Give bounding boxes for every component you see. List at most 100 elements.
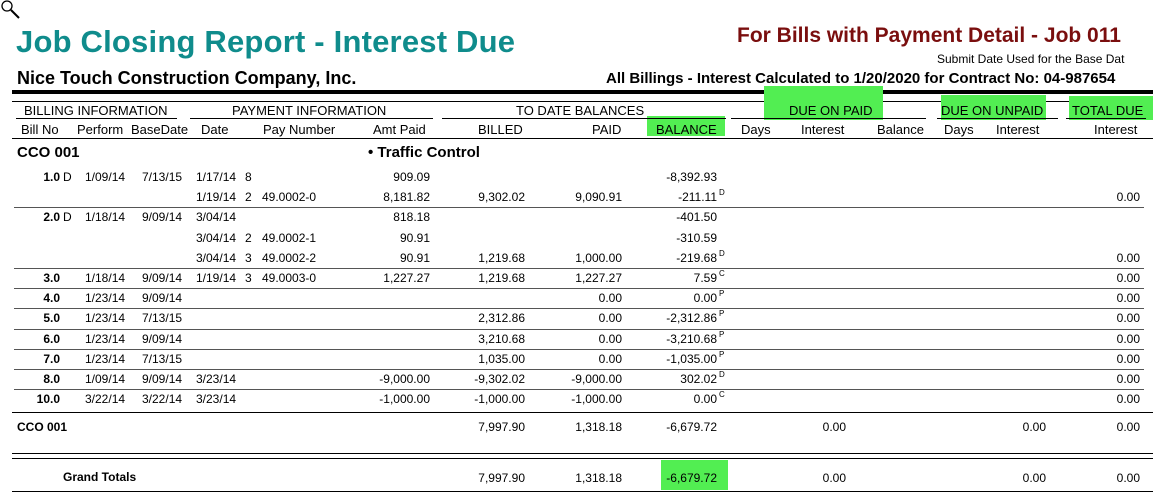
row-pay_no: 49.0002-1: [262, 231, 317, 245]
row-balance: -401.50: [676, 210, 717, 224]
col-amt-paid: Amt Paid: [373, 122, 426, 137]
group-total-due-underline: [1066, 118, 1146, 119]
row-bal_flag: P: [719, 350, 725, 359]
row-balance: 302.02: [680, 372, 717, 386]
row-base: 9/09/14: [142, 372, 183, 386]
row-bill: 6.0: [43, 332, 60, 346]
row-paid: 9,090.91: [575, 190, 622, 204]
row-pay_no: 49.0002-0: [262, 190, 317, 204]
group-due-paid-underline: [731, 118, 926, 119]
row-separator: [14, 349, 1144, 350]
col-interest-unpaid: Interest: [996, 122, 1040, 137]
row-perform: 1/23/14: [85, 311, 126, 325]
row-perform: 1/23/14: [85, 352, 126, 366]
row-bal_flag: D: [719, 188, 725, 197]
row-balance: -310.59: [676, 231, 717, 245]
row-paid: -1,000.00: [571, 392, 622, 406]
row-flag: D: [63, 210, 72, 224]
group-payment-underline: [190, 118, 433, 119]
subtotal-total: 0.00: [1116, 420, 1140, 434]
row-total: 0.00: [1116, 311, 1140, 325]
row-total: 0.00: [1116, 271, 1140, 285]
row-bill: 8.0: [43, 372, 60, 386]
row-total: 0.00: [1116, 372, 1140, 386]
row-bill: 7.0: [43, 352, 60, 366]
col-billed: BILLED: [478, 122, 523, 137]
row-bal_flag: P: [719, 309, 725, 318]
subtotal-billed: 7,997.90: [478, 420, 525, 434]
group-to-date-underline: [442, 118, 726, 119]
grand-interest-paid: 0.00: [822, 471, 846, 485]
section-name: • Traffic Control: [368, 144, 480, 161]
row-amt: 8,181.82: [383, 190, 430, 204]
submit-date-note: Submit Date Used for the Base Dat: [937, 52, 1125, 66]
row-balance: -211.11: [678, 190, 717, 204]
row-balance: 0.00: [693, 291, 717, 305]
row-total: 0.00: [1116, 352, 1140, 366]
header-rule: [12, 90, 1153, 94]
grand-paid: 1,318.18: [575, 471, 622, 485]
row-date: 3/23/14: [196, 372, 237, 386]
subtotal-label: CCO 001: [17, 420, 68, 434]
row-base: 9/09/14: [142, 291, 183, 305]
grand-total: 0.00: [1116, 471, 1140, 485]
group-payment-info: PAYMENT INFORMATION: [232, 103, 387, 118]
group-due-on-paid: DUE ON PAID: [789, 103, 873, 118]
row-bal_flag: D: [719, 370, 725, 379]
due-unpaid-highlight: [941, 95, 1046, 120]
col-base-date: BaseDate: [131, 122, 189, 137]
row-balance: -1,035.00: [666, 352, 717, 366]
row-balance: -2,312.86: [666, 311, 717, 325]
row-balance: -3,210.68: [666, 332, 717, 346]
row-total: 0.00: [1116, 392, 1140, 406]
col-interest-paid: Interest: [801, 122, 845, 137]
row-balance: -219.68: [676, 251, 717, 265]
grand-billed: 7,997.90: [478, 471, 525, 485]
row-separator: [14, 308, 1144, 309]
col-bill-no: Bill No: [21, 122, 59, 137]
row-base: 9/09/14: [142, 332, 183, 346]
row-billed: -9,302.02: [474, 372, 525, 386]
row-billed: 1,219.68: [478, 251, 525, 265]
row-bal_flag: C: [719, 269, 725, 278]
row-billed: 3,210.68: [478, 332, 525, 346]
row-date: 1/19/14: [196, 190, 237, 204]
row-total: 0.00: [1116, 251, 1140, 265]
row-billed: 1,219.68: [478, 271, 525, 285]
billings-description: All Billings - Interest Calculated to 1/…: [606, 70, 1116, 87]
row-balance: -8,392.93: [666, 170, 717, 184]
grand-totals-rule-1: [12, 453, 1153, 454]
row-separator: [14, 288, 1144, 289]
row-perform: 1/09/14: [85, 372, 126, 386]
company-name: Nice Touch Construction Company, Inc.: [17, 68, 357, 88]
row-perform: 3/22/14: [85, 392, 126, 406]
row-balance: 7.59: [693, 271, 717, 285]
row-perform: 1/18/14: [85, 271, 126, 285]
row-base: 9/09/14: [142, 271, 183, 285]
group-billing-info: BILLING INFORMATION: [24, 103, 168, 118]
row-separator: [14, 389, 1144, 390]
row-bill: 2.0: [43, 210, 60, 224]
grand-totals-bottom-rule: [12, 491, 1153, 492]
column-header-rule: [12, 138, 1153, 139]
row-perform: 1/09/14: [85, 170, 126, 184]
row-date: 1/17/14: [196, 170, 237, 184]
col-date: Date: [201, 122, 229, 137]
col-interest-total: Interest: [1094, 122, 1138, 137]
row-perform: 1/23/14: [85, 291, 126, 305]
row-seq: 8: [245, 170, 252, 184]
row-separator: [14, 329, 1144, 330]
row-seq: 2: [245, 231, 252, 245]
subtotal-paid: 1,318.18: [575, 420, 622, 434]
row-amt: 90.91: [399, 231, 430, 245]
grand-totals-rule-2: [12, 458, 1153, 459]
col-pay-number: Pay Number: [263, 122, 336, 137]
row-paid: 0.00: [598, 311, 622, 325]
subtotal-interest-paid: 0.00: [822, 420, 846, 434]
row-paid: 0.00: [598, 352, 622, 366]
row-date: 3/04/14: [196, 251, 237, 265]
row-bill: 1.0: [43, 170, 60, 184]
group-due-unpaid-underline: [937, 118, 1058, 119]
col-balance: BALANCE: [656, 122, 717, 137]
report-title: Job Closing Report - Interest Due: [16, 24, 516, 59]
